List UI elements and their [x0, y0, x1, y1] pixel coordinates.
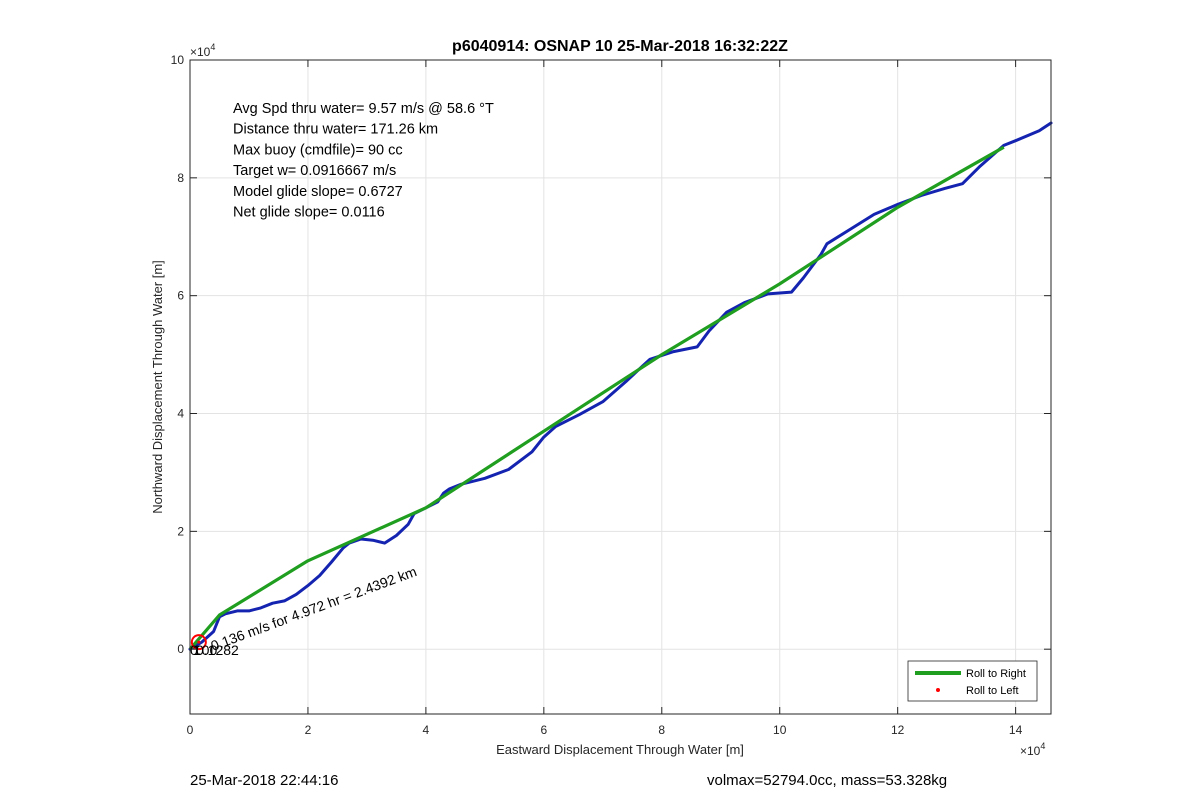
y-tick-label: 8 — [177, 171, 184, 185]
stats-annotation: Avg Spd thru water= 9.57 m/s @ 58.6 °T — [233, 101, 494, 117]
grid — [189, 59, 1051, 714]
y-tick-label: 4 — [177, 407, 184, 421]
footer-timestamp: 25-Mar-2018 22:44:16 — [190, 772, 339, 789]
stats-annotation: Target w= 0.0916667 m/s — [233, 163, 396, 179]
x-tick-label: 12 — [891, 723, 905, 737]
y-tick-label: 10 — [171, 53, 185, 67]
legend-box — [907, 660, 1038, 702]
y-tick-label: 2 — [177, 524, 184, 538]
x-tick-label: 10 — [773, 723, 787, 737]
plot-border — [189, 59, 1052, 715]
x-tick-label: 14 — [1009, 723, 1023, 737]
start-label: 1 — [193, 642, 201, 658]
footer-volmax-mass: volmax=52794.0cc, mass=53.328kg — [707, 772, 948, 789]
stats-annotation: Max buoy (cmdfile)= 90 cc — [233, 142, 403, 158]
x-tick-label: 0 — [187, 723, 194, 737]
x-tick-label: 4 — [423, 723, 430, 737]
x-tick-label: 6 — [540, 723, 547, 737]
x-tick-label: 8 — [658, 723, 665, 737]
start-label: 0.00 — [190, 642, 217, 658]
stats-annotation: Distance thru water= 171.26 km — [233, 122, 438, 138]
y-tick-label: 0 — [177, 642, 184, 656]
legend-label-roll-left: Roll to Left — [966, 685, 1019, 697]
tick-labels: 0 2 4 6 8 10 12 14 0 2 4 6 8 10 — [171, 53, 1023, 737]
series-roll-right-line — [188, 145, 1005, 651]
start-label: 0.1282 — [196, 642, 239, 658]
chart-title: p6040914: OSNAP 10 25-Mar-2018 16:32:22Z — [452, 38, 788, 55]
series-roll-left-point — [197, 640, 201, 644]
stats-annotation: Model glide slope= 0.6727 — [233, 184, 403, 200]
series-roll-left-marker — [190, 634, 207, 651]
legend-swatch-roll-left — [936, 688, 940, 692]
y-axis-label: Northward Displacement Through Water [m] — [150, 260, 165, 514]
series-track-line — [188, 121, 1053, 651]
series-layer — [188, 121, 1053, 651]
x-tick-label: 2 — [305, 723, 312, 737]
legend: Roll to Right Roll to Left — [907, 660, 1038, 702]
x-multiplier: ×104 — [1020, 741, 1045, 758]
ticks — [189, 59, 1051, 714]
x-axis-label: Eastward Displacement Through Water [m] — [496, 742, 744, 757]
stats-annotation: Net glide slope= 0.0116 — [233, 205, 385, 221]
legend-label-roll-right: Roll to Right — [966, 668, 1026, 680]
y-tick-label: 6 — [177, 289, 184, 303]
y-multiplier: ×104 — [190, 42, 215, 59]
